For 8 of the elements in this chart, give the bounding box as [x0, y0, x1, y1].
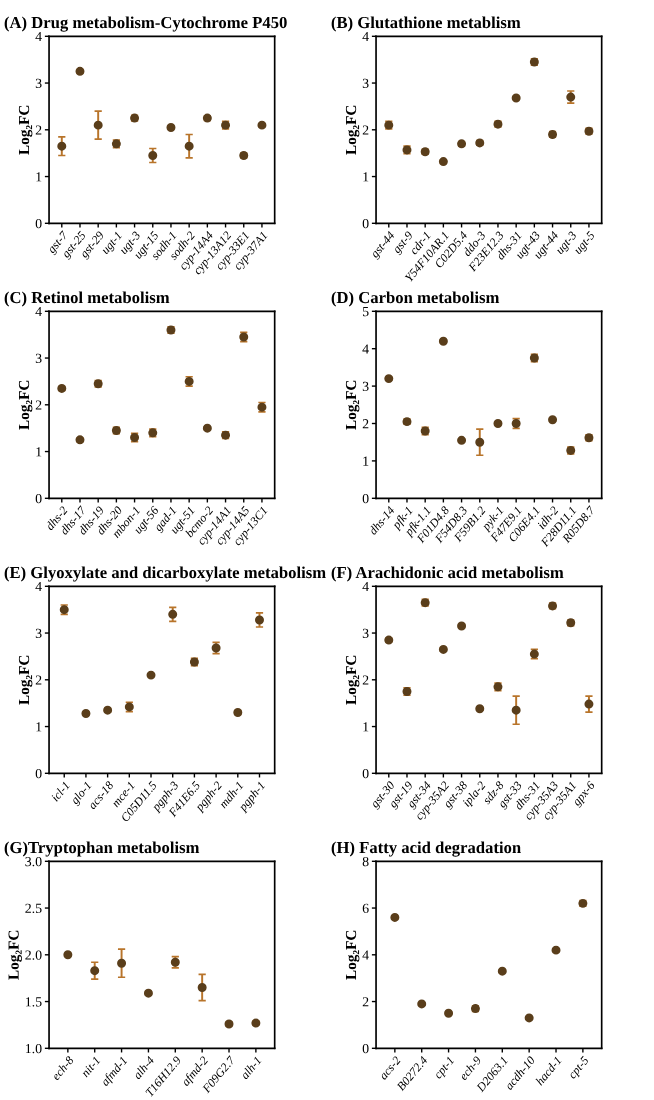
chart-title: (A) Drug metabolism-Cytochrome P450 — [4, 16, 287, 32]
chart-title: (H) Fatty acid degradation — [331, 841, 521, 857]
chart-title: (B) Glutathione metablism — [331, 16, 521, 32]
chart-title: (C) Retinol metabolism — [4, 291, 170, 307]
chart-title: (E) Glyoxylate and dicarboxylate metabolism — [4, 566, 326, 582]
chart-title: (G)Tryptophan metabolism — [4, 841, 200, 857]
chart-title: (D) Carbon metabolism — [331, 291, 500, 307]
chart-title: (F) Arachidonic acid metabolism — [331, 566, 564, 582]
